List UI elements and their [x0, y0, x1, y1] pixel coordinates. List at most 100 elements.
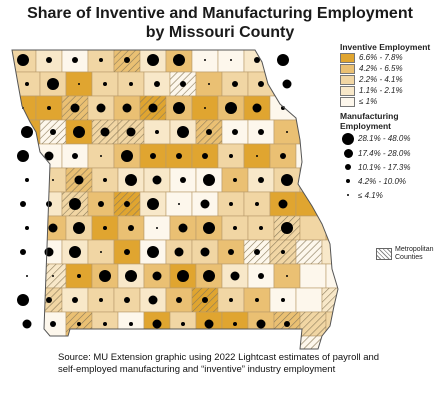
manufacturing-dot: [177, 126, 189, 138]
manufacturing-dot: [78, 83, 80, 85]
manufacturing-dot: [173, 54, 185, 66]
manufacturing-dot: [69, 198, 81, 210]
manufacturing-dot: [277, 54, 289, 66]
metro-county-hatch: [296, 336, 322, 349]
county-cell: [217, 335, 245, 349]
manufacturing-dot: [98, 201, 104, 207]
manufacturing-dot: [177, 270, 189, 282]
manufacturing-dot: [203, 270, 215, 282]
manufacturing-dot: [280, 153, 286, 159]
manufacturing-dot: [103, 82, 107, 86]
manufacturing-dot: [230, 59, 232, 61]
manufacturing-dot: [204, 107, 206, 109]
legend-label: 6.6% - 7.8%: [359, 53, 403, 62]
county-cell: [12, 335, 37, 349]
metro-county-hatch: [140, 336, 166, 349]
county-cell: [321, 143, 338, 169]
manufacturing-dot: [103, 178, 107, 182]
manufacturing-dot: [258, 129, 264, 135]
manufacturing-dot: [148, 295, 158, 305]
manufacturing-dot: [225, 102, 237, 114]
manufacturing-dot: [230, 271, 240, 281]
inventive-legend-item: 2.2% - 4.1%: [340, 74, 440, 85]
manufacturing-dot: [100, 127, 110, 137]
legend-label: 10.1% - 17.3%: [358, 162, 411, 172]
manufacturing-dot: [125, 270, 137, 282]
manufacturing-dot: [17, 54, 29, 66]
manufacturing-legend-item: 10.1% - 17.3%: [340, 160, 440, 174]
county-cell: [195, 71, 223, 97]
manufacturing-dot: [52, 179, 54, 181]
county-cell: [191, 335, 219, 349]
legend-label: ≤ 1%: [359, 97, 378, 106]
manufacturing-dot: [124, 201, 130, 207]
manufacturing-dot: [69, 246, 81, 258]
county-cell: [165, 335, 193, 349]
county-cell: [321, 191, 338, 217]
map-legend: Inventive Employment 6.6% - 7.8% 4.2% - …: [340, 42, 440, 202]
county-cell: [61, 335, 89, 349]
county-cell: [295, 95, 323, 121]
county-cell: [295, 50, 323, 73]
metro-county-hatch: [218, 336, 244, 349]
manufacturing-dot: [254, 249, 260, 255]
state-outline: [11, 49, 339, 350]
manufacturing-dot: [259, 226, 263, 230]
manufacturing-dot: [200, 247, 210, 257]
county-cell: [299, 167, 327, 193]
legend-label: 4.2% - 10.0%: [358, 176, 407, 186]
manufacturing-dot: [77, 274, 81, 278]
legend-swatch: [340, 85, 355, 96]
manufacturing-dot: [128, 225, 134, 231]
manufacturing-dot: [25, 82, 29, 86]
manufacturing-dot: [255, 298, 259, 302]
legend-label: 28.1% - 48.0%: [358, 134, 411, 143]
manufacturing-dot: [25, 178, 29, 182]
dot-small-icon: [346, 179, 350, 183]
manufacturing-dot: [72, 153, 78, 159]
manufacturing-dot: [281, 250, 285, 254]
manufacturing-dot: [180, 81, 186, 87]
manufacturing-legend-item: 4.2% - 10.0%: [340, 174, 440, 188]
manufacturing-dot: [229, 154, 233, 158]
manufacturing-dot: [72, 57, 78, 63]
manufacturing-dot: [281, 222, 293, 234]
manufacturing-dot: [96, 103, 106, 113]
manufacturing-dot: [152, 271, 162, 281]
manufacturing-dot: [103, 322, 107, 326]
manufacturing-dot: [147, 246, 159, 258]
manufacturing-dot: [178, 203, 180, 205]
manufacturing-dot: [204, 59, 206, 61]
manufacturing-dot: [176, 153, 182, 159]
inventive-legend-title: Inventive Employment: [340, 42, 431, 52]
manufacturing-dot: [181, 322, 185, 326]
manufacturing-legend-items: 28.1% - 48.0% 17.4% - 28.0% 10.1% - 17.3…: [340, 131, 440, 202]
county-cell: [139, 335, 167, 349]
manufacturing-dot: [73, 126, 85, 138]
county-cell: [295, 191, 323, 217]
manufacturing-dot: [129, 82, 133, 86]
manufacturing-dot: [258, 177, 264, 183]
legend-swatch: [340, 96, 355, 107]
legend-label: 17.4% - 28.0%: [358, 148, 411, 158]
manufacturing-dot: [203, 174, 215, 186]
manufacturing-dot: [252, 103, 262, 113]
manufacturing-dot: [178, 223, 188, 233]
manufacturing-dot: [176, 297, 182, 303]
manufacturing-dot: [99, 270, 111, 282]
manufacturing-dot: [156, 227, 158, 229]
hatch-swatch-icon: [376, 248, 392, 260]
manufacturing-dot: [44, 151, 54, 161]
county-cell: [325, 215, 338, 241]
dot-large-icon: [343, 148, 353, 158]
manufacturing-dot: [258, 273, 264, 279]
manufacturing-dot: [286, 275, 288, 277]
manufacturing-dot: [174, 247, 184, 257]
manufacturing-dot: [150, 153, 156, 159]
manufacturing-dot: [256, 319, 266, 329]
county-cell: [299, 119, 327, 145]
manufacturing-dot: [17, 294, 29, 306]
manufacturing-dot: [152, 175, 162, 185]
manufacturing-legend-item: ≤ 4.1%: [340, 188, 440, 202]
legend-label: 4.2% - 6.5%: [359, 64, 403, 73]
